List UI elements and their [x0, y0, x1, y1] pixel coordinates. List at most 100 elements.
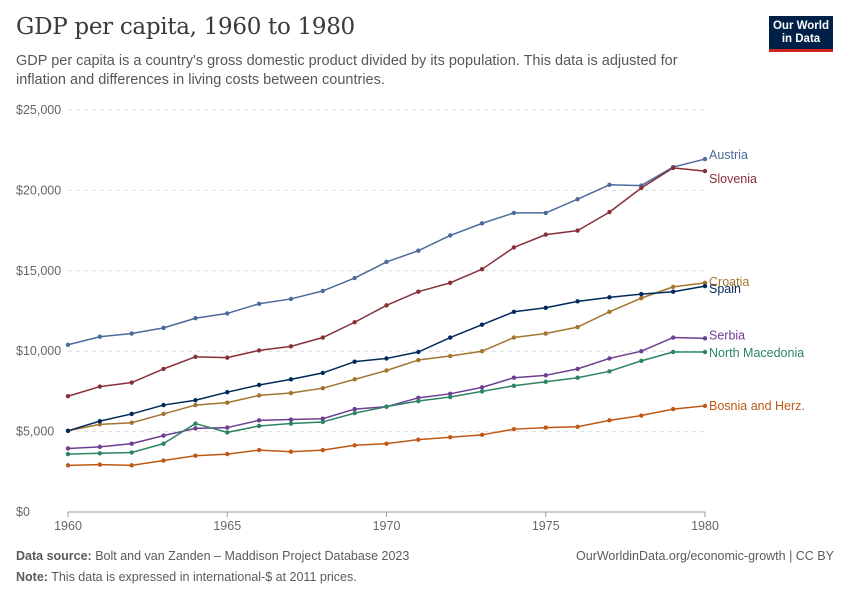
data-point-serbia: [97, 444, 103, 450]
data-point-bosnia-and-herz: [161, 458, 166, 463]
data-point-spain: [288, 377, 294, 382]
data-point-north-macedonia: [416, 398, 421, 404]
data-point-bosnia-and-herz: [702, 403, 708, 409]
data-point-slovenia: [702, 168, 708, 174]
data-point-slovenia: [384, 303, 389, 308]
data-point-spain: [384, 356, 389, 361]
data-point-slovenia: [288, 344, 294, 349]
data-point-north-macedonia: [352, 410, 357, 416]
data-point-slovenia: [543, 232, 548, 237]
data-point-bosnia-and-herz: [416, 437, 421, 442]
data-point-north-macedonia: [288, 421, 294, 426]
data-point-austria: [543, 210, 548, 216]
data-point-slovenia: [511, 245, 517, 250]
data-point-spain: [702, 283, 708, 289]
data-point-bosnia-and-herz: [65, 463, 71, 468]
data-point-slovenia: [193, 354, 198, 360]
data-point-bosnia-and-herz: [384, 441, 389, 446]
series-line-serbia: [67, 336, 706, 450]
chart-note: Note: This data is expressed in internat…: [16, 570, 357, 584]
data-point-spain: [639, 291, 644, 297]
y-tick-label: $25,000: [16, 103, 61, 117]
data-point-north-macedonia: [129, 450, 134, 455]
logo-line-1: Our World: [772, 20, 829, 32]
x-tick-label: 1960: [54, 519, 82, 533]
logo-line-2: in Data: [781, 33, 821, 45]
data-point-bosnia-and-herz: [129, 463, 134, 468]
y-tick-label: $20,000: [16, 183, 61, 197]
data-point-bosnia-and-herz: [639, 413, 644, 418]
data-point-croatia: [607, 309, 612, 315]
data-point-austria: [575, 197, 580, 202]
data-point-bosnia-and-herz: [479, 432, 485, 438]
data-point-bosnia-and-herz: [193, 453, 198, 458]
data-point-north-macedonia: [161, 441, 166, 446]
data-source: Data source: Bolt and van Zanden – Maddi…: [16, 549, 409, 563]
data-point-austria: [193, 316, 198, 321]
data-point-austria: [479, 221, 485, 226]
data-point-north-macedonia: [479, 389, 485, 394]
data-point-austria: [384, 259, 389, 265]
x-tick-label: 1970: [373, 519, 401, 533]
data-point-austria: [65, 342, 71, 347]
data-point-bosnia-and-herz: [320, 447, 325, 453]
data-point-serbia: [639, 349, 644, 354]
data-point-croatia: [256, 393, 262, 398]
data-point-croatia: [416, 357, 421, 363]
source-url-link[interactable]: OurWorldinData.org/economic-growth | CC …: [576, 549, 834, 563]
data-point-north-macedonia: [384, 404, 389, 409]
data-point-north-macedonia: [448, 394, 453, 400]
data-source-text[interactable]: Bolt and van Zanden – Maddison Project D…: [95, 549, 410, 563]
data-point-north-macedonia: [607, 369, 612, 374]
note-text: This data is expressed in international-…: [51, 570, 357, 584]
data-point-bosnia-and-herz: [607, 418, 612, 423]
data-point-north-macedonia: [511, 383, 517, 388]
data-point-spain: [161, 402, 166, 408]
data-point-slovenia: [575, 228, 580, 233]
data-point-slovenia: [448, 280, 453, 286]
data-point-serbia: [702, 336, 708, 341]
series-label-bosnia-and-herz: Bosnia and Herz.: [709, 399, 805, 413]
data-point-spain: [225, 390, 230, 395]
data-point-austria: [511, 210, 517, 216]
data-point-austria: [256, 301, 262, 306]
data-point-slovenia: [416, 289, 421, 294]
data-point-north-macedonia: [575, 375, 580, 380]
data-point-bosnia-and-herz: [448, 435, 453, 440]
data-point-bosnia-and-herz: [256, 447, 262, 453]
x-tick-label: 1975: [532, 519, 560, 533]
data-point-croatia: [193, 402, 198, 408]
data-point-croatia: [448, 353, 453, 359]
data-point-austria: [288, 296, 294, 302]
data-point-austria: [416, 248, 421, 253]
data-point-north-macedonia: [65, 451, 71, 457]
data-point-austria: [607, 182, 612, 187]
y-tick-label: $15,000: [16, 264, 61, 278]
data-point-croatia: [479, 349, 485, 354]
data-point-austria: [161, 325, 166, 331]
data-point-croatia: [225, 400, 230, 405]
note-label: Note:: [16, 570, 48, 584]
data-point-croatia: [384, 368, 389, 373]
data-point-spain: [479, 322, 485, 327]
data-point-slovenia: [256, 348, 262, 353]
data-point-slovenia: [97, 384, 103, 389]
series-label-serbia: Serbia: [709, 328, 745, 342]
data-point-croatia: [288, 390, 294, 396]
data-point-serbia: [193, 426, 198, 431]
y-tick-label: $10,000: [16, 344, 61, 358]
data-point-serbia: [129, 441, 134, 446]
data-point-north-macedonia: [320, 419, 325, 425]
data-point-slovenia: [320, 335, 325, 340]
owid-logo[interactable]: Our World in Data: [769, 16, 833, 52]
data-point-austria: [129, 331, 134, 336]
data-point-serbia: [288, 417, 294, 422]
data-point-north-macedonia: [256, 423, 262, 429]
data-point-austria: [225, 311, 230, 316]
y-tick-label: $5,000: [16, 425, 54, 439]
data-point-spain: [543, 305, 548, 310]
data-point-croatia: [97, 422, 103, 427]
data-point-serbia: [320, 416, 325, 421]
data-point-austria: [320, 288, 325, 294]
data-point-serbia: [416, 395, 421, 401]
